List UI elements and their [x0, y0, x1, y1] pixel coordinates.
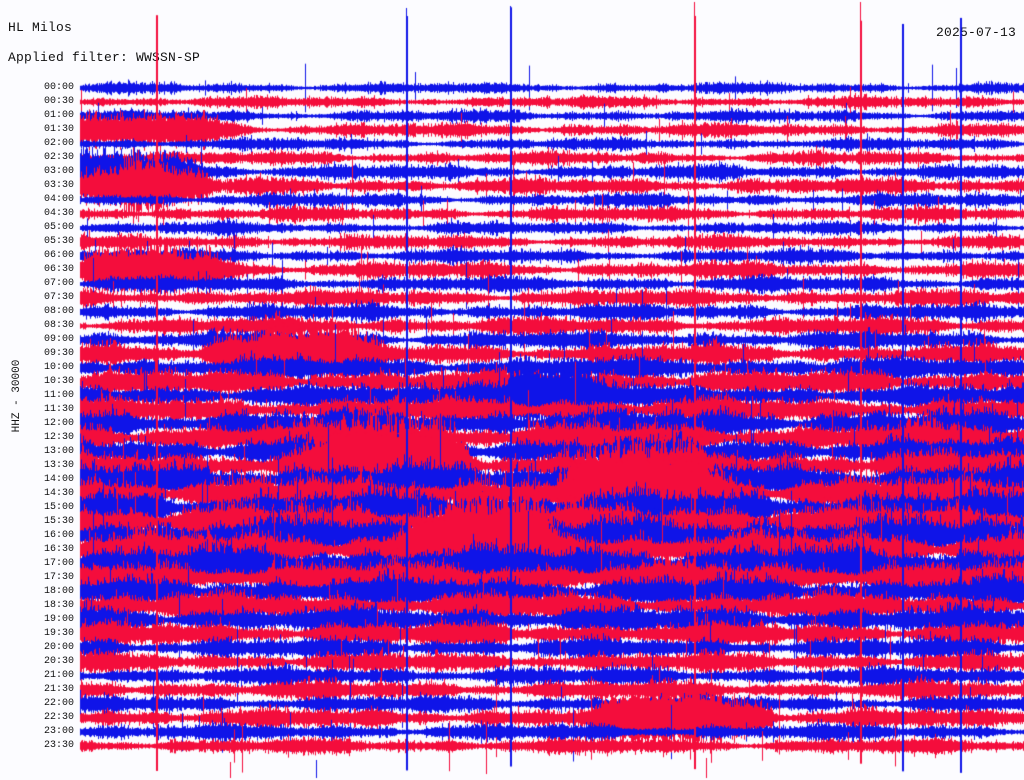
- seismogram-canvas: [0, 0, 1024, 780]
- helicorder-page: HL Milos Applied filter: WWSSN-SP 2025-0…: [0, 0, 1024, 780]
